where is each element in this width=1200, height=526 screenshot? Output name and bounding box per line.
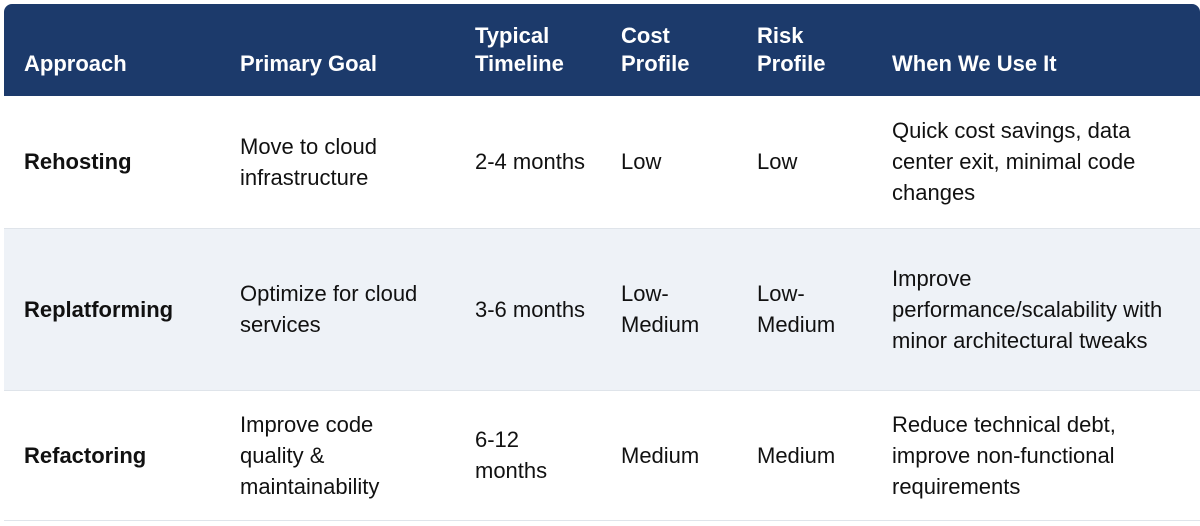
table-row: Rehosting Move to cloud infrastructure 2-4… — [4, 96, 1200, 229]
table-cell: Low-Medium — [737, 228, 872, 391]
approach-cell: Rehosting — [4, 96, 220, 229]
table-cell: 2-4 months — [455, 96, 601, 229]
header-cell: Risk Profile — [757, 23, 826, 76]
table-cell: Quick cost savings, data center exit, mi… — [872, 96, 1200, 229]
table-container: Approach Primary Goal Typical Timeline Cost… — [4, 4, 1200, 521]
header-cell: Approach — [24, 51, 127, 76]
table-cell: 6-12 months — [455, 390, 601, 521]
table-cell: Medium — [601, 390, 737, 521]
table-row: Refactoring Improve code quality & mainta… — [4, 390, 1200, 521]
header-row: Approach Primary Goal Typical Timeline Cost… — [4, 4, 1200, 96]
table-cell: Optimize for cloud services — [220, 228, 455, 391]
table-cell: Low-Medium — [601, 228, 737, 391]
header-cell: Primary Goal — [240, 51, 377, 76]
table-cell: Move to cloud infrastructure — [220, 96, 455, 229]
table-cell: Low — [601, 96, 737, 229]
table-cell: 3-6 months — [455, 228, 601, 391]
table-header: Approach Primary Goal Typical Timeline Cost… — [4, 4, 1200, 96]
table-cell: Medium — [737, 390, 872, 521]
table-body: Rehosting Move to cloud infrastructure 2-4… — [4, 96, 1200, 521]
table-cell: Improve performance/scalability with min… — [872, 228, 1200, 391]
header-cell: Typical Timeline — [475, 23, 564, 76]
header-cell: When We Use It — [892, 51, 1057, 76]
table-cell: Low — [737, 96, 872, 229]
approach-cell: Replatforming — [4, 228, 220, 391]
table-cell: Reduce technical debt, improve non-funct… — [872, 390, 1200, 521]
approach-cell: Refactoring — [4, 390, 220, 521]
comparison-table: Approach Primary Goal Typical Timeline Cost… — [4, 4, 1200, 521]
header-cell: Cost Profile — [621, 23, 690, 76]
table-cell: Improve code quality & maintainability — [220, 390, 455, 521]
table-row: Replatforming Optimize for cloud services… — [4, 228, 1200, 391]
